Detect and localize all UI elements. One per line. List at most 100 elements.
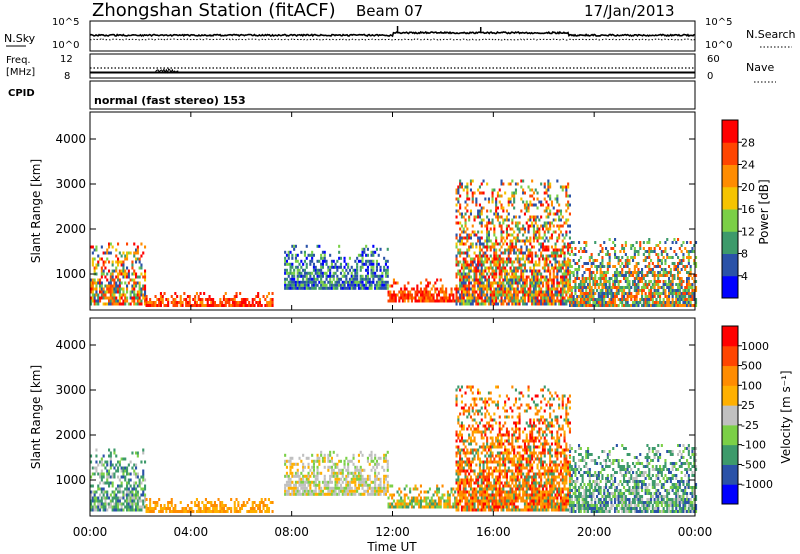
heatmap-cell (113, 448, 116, 452)
heatmap-cell (475, 200, 478, 204)
heatmap-cell (133, 299, 136, 303)
heatmap-cell (592, 298, 595, 301)
heatmap-cell (266, 295, 269, 298)
heatmap-cell (455, 469, 458, 473)
heatmap-cell (689, 241, 692, 244)
heatmap-cell (641, 289, 644, 292)
heatmap-cell (131, 499, 134, 503)
heatmap-cell (97, 496, 100, 500)
heatmap-cell (657, 253, 660, 256)
heatmap-cell (475, 490, 478, 494)
heatmap-cell (396, 499, 399, 503)
heatmap-cell (251, 298, 254, 301)
heatmap-cell (457, 200, 460, 204)
heatmap-cell (174, 292, 177, 295)
heatmap-cell (138, 290, 141, 294)
heatmap-cell (578, 295, 581, 298)
heatmap-cell (452, 487, 455, 491)
heatmap-cell (131, 505, 134, 509)
heatmap-cell (669, 268, 672, 271)
heatmap-cell (558, 299, 561, 303)
heatmap-cell (375, 486, 378, 490)
heatmap-cell (285, 268, 288, 272)
heatmap-cell (466, 254, 469, 258)
heatmap-cell (695, 262, 698, 265)
heatmap-cell (457, 484, 460, 488)
heatmap-cell (294, 489, 297, 493)
heatmap-cell (450, 287, 453, 291)
heatmap-cell (338, 283, 341, 287)
heatmap-cell (330, 262, 333, 266)
heatmap-cell (568, 194, 571, 198)
heatmap-cell (414, 296, 417, 300)
heatmap-cell (464, 439, 467, 443)
heatmap-cell (502, 182, 505, 186)
heatmap-cell (99, 505, 102, 509)
heatmap-cell (455, 496, 458, 500)
heatmap-cell (520, 251, 523, 255)
heatmap-cell (469, 499, 472, 503)
heatmap-cell (623, 250, 626, 253)
heatmap-cell (538, 302, 541, 306)
heatmap-cell (450, 290, 453, 294)
heatmap-cell (459, 185, 462, 189)
heatmap-cell (568, 230, 571, 234)
heatmap-cell (113, 508, 116, 512)
heatmap-cell (655, 292, 658, 295)
heatmap-cell (514, 191, 517, 195)
heatmap-cell (156, 304, 159, 307)
heatmap-cell (522, 179, 525, 183)
heatmap-cell (316, 477, 319, 481)
heatmap-cell (686, 283, 689, 286)
heatmap-cell (309, 468, 312, 472)
heatmap-cell (455, 296, 458, 300)
heatmap-cell (332, 283, 335, 287)
heatmap-cell (318, 271, 321, 275)
heatmap-cell (124, 505, 127, 509)
heatmap-cell (177, 301, 180, 304)
heatmap-cell (597, 253, 600, 256)
heatmap-cell (122, 287, 125, 291)
heatmap-cell (469, 475, 472, 479)
heatmap-cell (531, 269, 534, 273)
heatmap-cell (478, 290, 481, 294)
heatmap-cell (541, 227, 544, 231)
heatmap-cell (457, 505, 460, 509)
heatmap-cell (559, 281, 562, 285)
heatmap-cell (511, 275, 514, 279)
heatmap-cell (386, 247, 389, 251)
heatmap-cell (170, 301, 173, 304)
heatmap-cell (464, 302, 467, 306)
heatmap-cell (556, 239, 559, 243)
heatmap-cell (102, 251, 105, 255)
heatmap-cell (482, 284, 485, 288)
heatmap-cell (379, 280, 382, 284)
heatmap-cell (108, 469, 111, 473)
heatmap-cell (357, 253, 360, 257)
heatmap-cell (140, 460, 143, 464)
heatmap-cell (398, 487, 401, 491)
heatmap-cell (487, 284, 490, 288)
heatmap-cell (111, 290, 114, 294)
heatmap-cell (565, 188, 568, 192)
heatmap-cell (251, 301, 254, 304)
heatmap-cell (120, 466, 123, 470)
heatmap-cell (552, 269, 555, 273)
heatmap-cell (594, 241, 597, 244)
heatmap-cell (484, 266, 487, 270)
heatmap-cell (262, 504, 265, 507)
heatmap-cell (691, 289, 694, 292)
heatmap-cell (345, 489, 348, 493)
heatmap-cell (543, 269, 546, 273)
heatmap-cell (95, 290, 98, 294)
heatmap-cell (210, 501, 213, 504)
heatmap-cell (482, 242, 485, 246)
heatmap-cell (460, 439, 463, 443)
heatmap-cell (527, 206, 530, 210)
heatmap-cell (445, 299, 448, 303)
heatmap-cell (446, 502, 449, 506)
heatmap-cell (387, 496, 390, 500)
heatmap-cell (336, 283, 339, 287)
heatmap-cell (687, 289, 690, 292)
heatmap-cell (493, 248, 496, 252)
